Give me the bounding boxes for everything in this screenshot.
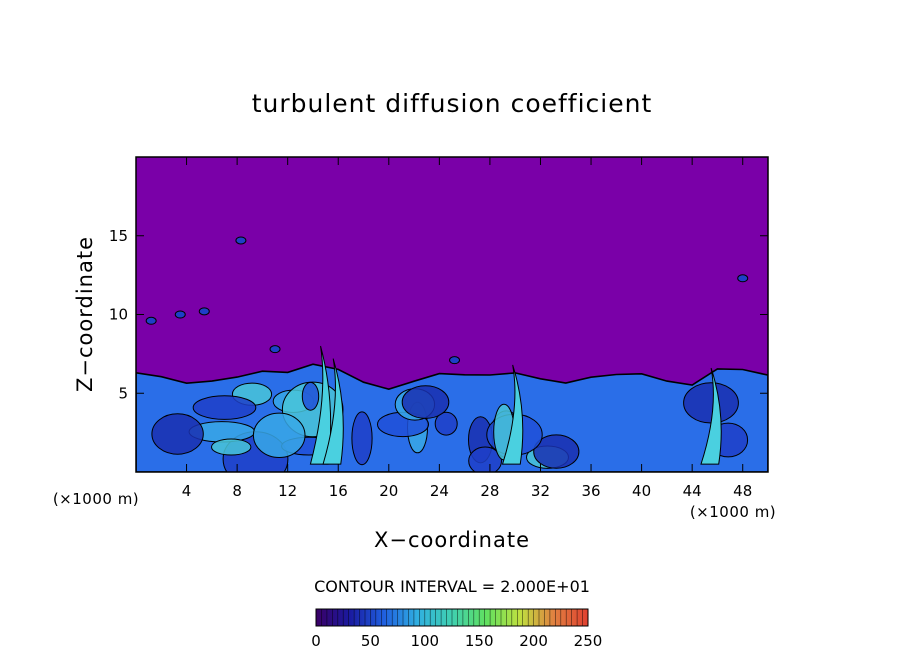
- colorbar-lines: [321, 609, 583, 626]
- colorbar-frame: [315, 608, 589, 627]
- blob-contour: [198, 307, 210, 316]
- plume-contour: [501, 364, 524, 465]
- y-axis-ticks: 5 10 15: [109, 227, 768, 402]
- x-tick-label: 12: [278, 482, 297, 500]
- x-axis-ticks: 4 8 12 16 20 24 28 32 36 40 44 48: [182, 157, 752, 500]
- eddy-contour: [252, 412, 306, 458]
- x-tick-label: 24: [430, 482, 449, 500]
- eddy-contour: [301, 381, 320, 411]
- x-axis-label: X−coordinate: [374, 528, 530, 552]
- colorbar-tick-label: 100: [410, 632, 439, 650]
- blob-contour: [269, 345, 281, 354]
- x-tick-label: 28: [480, 482, 499, 500]
- x-tick-label: 20: [379, 482, 398, 500]
- blob-contour: [174, 310, 186, 319]
- colorbar-tick-label: 150: [465, 632, 494, 650]
- colorbar-tick-label: 200: [519, 632, 548, 650]
- eddy-contour: [434, 411, 458, 436]
- x-tick-label: 32: [531, 482, 550, 500]
- x-tick-label: 44: [683, 482, 702, 500]
- y-axis-label: Z−coordinate: [73, 236, 97, 392]
- x-tick-label: 48: [733, 482, 752, 500]
- eddy-contour: [533, 434, 580, 469]
- colorbar: 0 50 100 150 200 250: [311, 608, 602, 650]
- plot-area: [136, 157, 768, 472]
- eddy-contours: [145, 236, 749, 472]
- blob-contour: [145, 316, 157, 325]
- eddy-contour: [683, 382, 739, 424]
- eddy-contour: [192, 395, 257, 420]
- colorbar-tick-labels: 0 50 100 150 200 250: [311, 632, 602, 650]
- x-tick-label: 4: [182, 482, 192, 500]
- blob-contour: [235, 236, 247, 245]
- eddy-contour: [468, 446, 502, 472]
- eddy-contour: [351, 411, 373, 466]
- y-tick-label: 10: [109, 306, 128, 324]
- blob-contour: [449, 356, 461, 365]
- y-tick-label: 5: [118, 384, 128, 402]
- eddy-contour: [401, 385, 450, 419]
- y-unit-label: (×1000 m): [53, 490, 139, 508]
- plume-contour: [322, 358, 344, 465]
- plume-contour: [700, 367, 722, 465]
- colorbar-tick-label: 250: [574, 632, 603, 650]
- x-unit-label: (×1000 m): [690, 503, 776, 521]
- colorbar-tick-label: 0: [311, 632, 321, 650]
- y-tick-label: 15: [109, 227, 128, 245]
- blob-contour: [737, 274, 749, 283]
- x-tick-label: 36: [581, 482, 600, 500]
- eddy-contour: [151, 413, 204, 455]
- contour-interval-label: CONTOUR INTERVAL = 2.000E+01: [314, 577, 590, 596]
- x-tick-label: 40: [632, 482, 651, 500]
- colorbar-tick-label: 50: [361, 632, 380, 650]
- x-tick-label: 8: [232, 482, 242, 500]
- chart-title: turbulent diffusion coefficient: [252, 89, 653, 118]
- eddy-contour: [211, 438, 252, 456]
- x-tick-label: 16: [329, 482, 348, 500]
